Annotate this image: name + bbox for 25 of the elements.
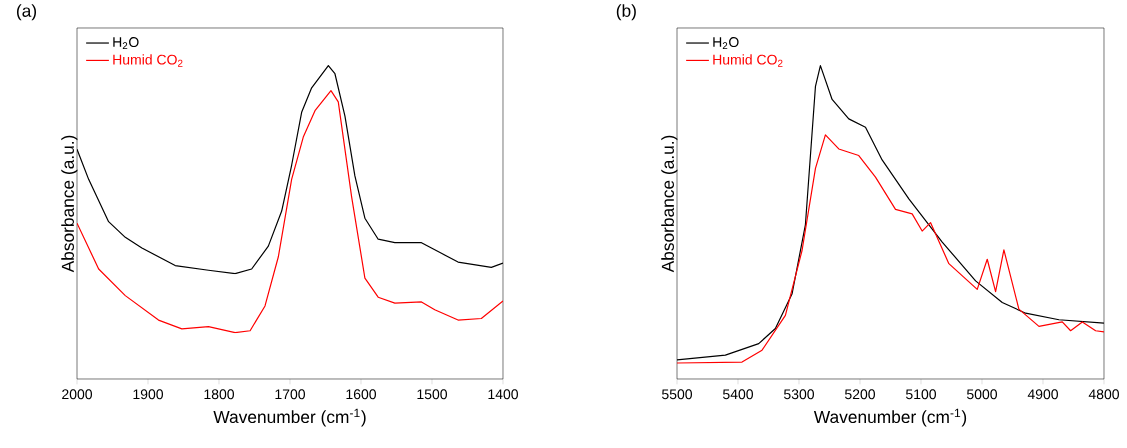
- x-axis-title: Wavenumber (cm$^{-1}$): [813, 408, 967, 427]
- x-tick-label: 4900: [1027, 389, 1058, 400]
- chart-title: (b): [616, 4, 636, 21]
- x-tick-label: 5400: [722, 389, 754, 400]
- x-tick-label: 4800: [1088, 389, 1119, 400]
- x-tick-label: 1600: [346, 389, 377, 400]
- x-tick-label: 5000: [966, 389, 998, 400]
- legend-label: H$_{2}$O: [713, 37, 739, 50]
- x-tick-label: 1800: [204, 389, 235, 400]
- x-tick-label: 5200: [844, 389, 876, 400]
- x-tick-label: 1700: [275, 389, 306, 400]
- legend-label: Humid CO$_{2}$: [713, 54, 783, 67]
- x-tick-label: 5100: [905, 389, 937, 400]
- x-tick-label: 5300: [783, 389, 815, 400]
- x-axis-title: Wavenumber (cm$^{-1}$): [213, 408, 366, 427]
- y-axis-title: Absorbance (a.u.): [61, 135, 78, 273]
- x-tick-label: 1500: [417, 389, 448, 400]
- chart-title: (a): [16, 4, 37, 21]
- y-axis-title: Absorbance (a.u.): [661, 135, 678, 273]
- x-tick-label: 1900: [133, 389, 164, 400]
- legend-label: Humid CO$_{2}$: [113, 54, 183, 67]
- legend-label: H$_{2}$O: [113, 37, 139, 50]
- x-tick-label: 5500: [661, 389, 693, 400]
- x-tick-label: 2000: [62, 389, 93, 400]
- x-tick-label: 1400: [488, 389, 519, 400]
